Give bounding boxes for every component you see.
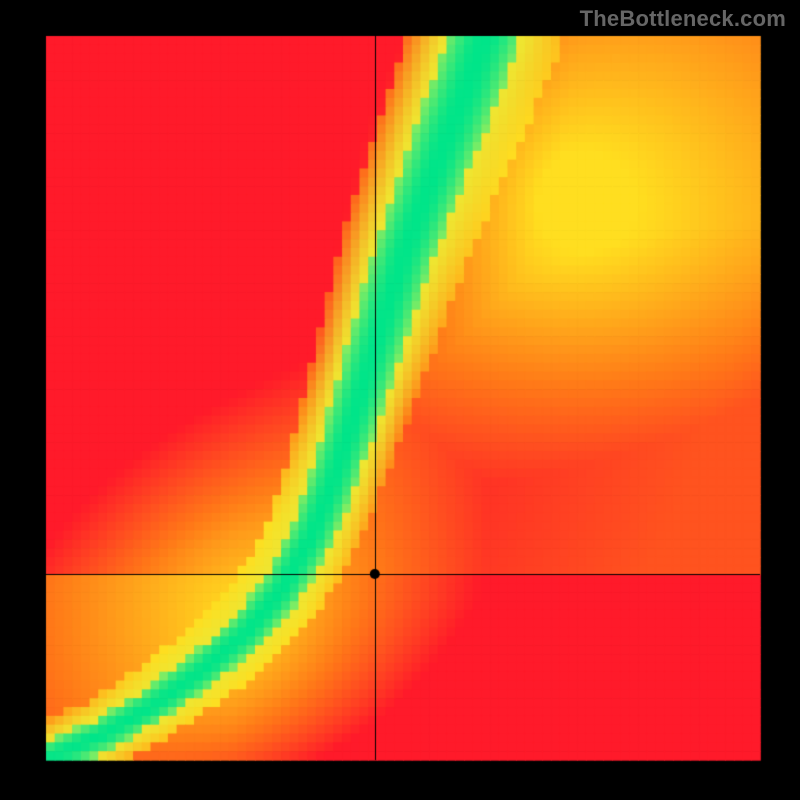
watermark-text: TheBottleneck.com (580, 6, 786, 32)
heatmap-canvas (0, 0, 800, 800)
chart-container: TheBottleneck.com (0, 0, 800, 800)
